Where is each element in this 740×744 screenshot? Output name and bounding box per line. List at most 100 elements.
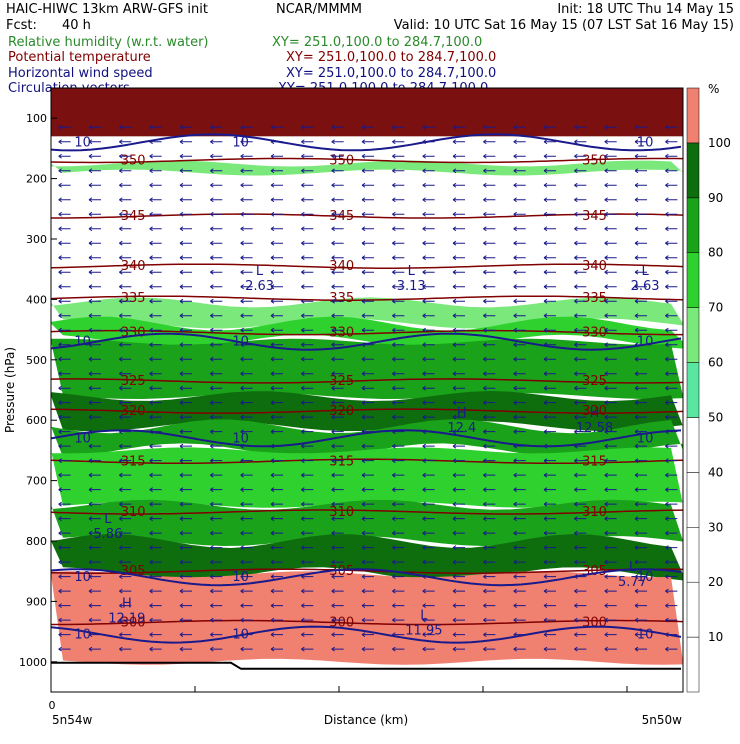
- circulation-vector: [88, 443, 101, 449]
- circulation-vector: [483, 153, 496, 159]
- circulation-vector: [270, 298, 283, 304]
- circulation-vector: [422, 400, 435, 406]
- circulation-vector: [574, 603, 587, 609]
- circulation-vector: [88, 400, 101, 406]
- circulation-vector: [210, 298, 223, 304]
- circulation-vector: [361, 530, 374, 536]
- circulation-vector: [240, 617, 253, 623]
- circulation-vector: [331, 211, 344, 217]
- wind-label: 10: [637, 431, 654, 446]
- circulation-vector: [88, 356, 101, 362]
- circulation-vector: [543, 603, 557, 609]
- y-tick-label: 900: [26, 595, 47, 608]
- extremum-type: H: [590, 406, 600, 421]
- circulation-vector: [119, 284, 132, 290]
- x-axis: 0 5n54w Distance (km) 5n50w: [49, 686, 683, 727]
- circulation-vector: [392, 545, 405, 551]
- circulation-vector: [119, 240, 132, 246]
- circulation-vector: [58, 356, 71, 362]
- circulation-vector: [483, 356, 496, 362]
- circulation-vector: [452, 617, 466, 623]
- circulation-vector: [331, 516, 344, 522]
- circulation-vector: [604, 530, 617, 536]
- theta-label-335: 335: [121, 291, 146, 306]
- circulation-vector: [58, 646, 71, 652]
- circulation-vector: [179, 226, 192, 232]
- circulation-vector: [574, 617, 587, 623]
- circulation-vector: [119, 487, 132, 493]
- circulation-vector: [452, 487, 466, 493]
- circulation-vector: [665, 472, 678, 478]
- circulation-vector: [452, 472, 466, 478]
- circulation-vector: [392, 255, 405, 261]
- colorbar-swatch: [686, 472, 700, 528]
- field-wind-name: Horizontal wind speed: [8, 66, 153, 81]
- circulation-vector: [665, 327, 678, 333]
- circulation-vector: [88, 545, 101, 551]
- circulation-vector: [119, 400, 132, 406]
- circulation-vector: [301, 632, 314, 638]
- circulation-vector: [301, 284, 314, 290]
- circulation-vector: [240, 501, 253, 507]
- circulation-vector: [361, 501, 374, 507]
- circulation-vector: [88, 501, 101, 507]
- circulation-vector: [149, 240, 162, 246]
- circulation-vector: [301, 327, 314, 333]
- circulation-vector: [392, 487, 405, 493]
- circulation-vector: [240, 226, 253, 232]
- circulation-vector: [361, 226, 374, 232]
- wind-label: 10: [232, 135, 249, 150]
- circulation-vector: [452, 226, 466, 232]
- circulation-vector: [665, 255, 678, 261]
- circulation-vector: [361, 255, 374, 261]
- circulation-vector: [270, 153, 283, 159]
- circulation-vector: [574, 400, 587, 406]
- theta-label-340: 340: [121, 259, 146, 274]
- colorbar-tick-label: 50: [708, 410, 723, 424]
- circulation-vector: [210, 182, 223, 188]
- circulation-vector: [543, 429, 557, 435]
- circulation-vector: [240, 371, 253, 377]
- circulation-vector: [483, 139, 496, 145]
- circulation-vector: [270, 342, 283, 348]
- circulation-vector: [270, 588, 283, 594]
- rh-band-80: [51, 419, 683, 458]
- circulation-vector: [210, 487, 223, 493]
- fcst-value: 40 h: [62, 18, 91, 33]
- circulation-vector: [119, 124, 132, 130]
- circulation-vector: [513, 559, 526, 565]
- circulation-vector: [331, 603, 344, 609]
- circulation-vector: [604, 153, 617, 159]
- circulation-vector: [483, 269, 496, 275]
- circulation-vector: [179, 400, 192, 406]
- circulation-vector: [574, 327, 587, 333]
- circulation-vector: [422, 530, 435, 536]
- circulation-vector: [634, 313, 648, 319]
- circulation-vector: [240, 559, 253, 565]
- extremum-value: 12.58: [576, 421, 613, 436]
- circulation-vector: [392, 240, 405, 246]
- extremum-value: 5.77: [618, 575, 647, 590]
- circulation-vector: [331, 139, 344, 145]
- circulation-vector: [483, 588, 496, 594]
- circulation-vector: [422, 255, 435, 261]
- theta-label-350: 350: [582, 153, 607, 168]
- circulation-vector: [634, 429, 648, 435]
- circulation-vector: [422, 646, 435, 652]
- colorbar: 10 20 30 40 50 60 70 80 90 100%: [686, 82, 731, 693]
- circulation-vector: [179, 458, 192, 464]
- x-right-label: 5n50w: [642, 713, 683, 727]
- circulation-vector: [301, 255, 314, 261]
- circulation-vector: [483, 255, 496, 261]
- header: HAIC-HIWC 13km ARW-GFS init NCAR/MMMM In…: [6, 2, 734, 96]
- rh-band-70: [51, 316, 683, 349]
- rh-band-60: [51, 160, 683, 176]
- circulation-vector: [361, 197, 374, 203]
- circulation-vector: [210, 603, 223, 609]
- circulation-vector: [58, 255, 71, 261]
- circulation-vector: [270, 385, 283, 391]
- circulation-vector: [604, 632, 617, 638]
- circulation-vector: [604, 385, 617, 391]
- circulation-vector: [58, 545, 71, 551]
- circulation-vector: [301, 545, 314, 551]
